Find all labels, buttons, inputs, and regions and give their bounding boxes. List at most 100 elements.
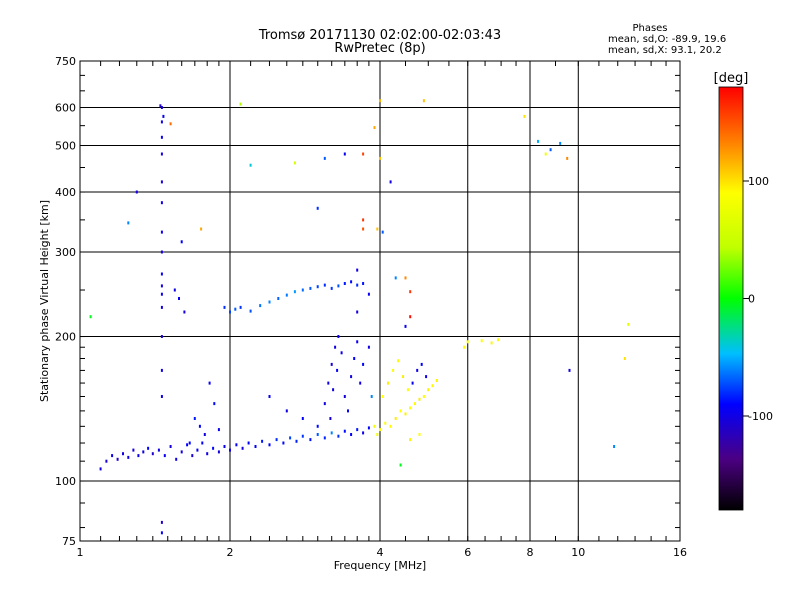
data-point	[127, 221, 130, 225]
y-tick-label: 400	[55, 186, 76, 199]
data-point	[275, 438, 278, 442]
data-point	[137, 454, 140, 458]
data-point	[466, 340, 469, 344]
colorbar	[718, 86, 744, 511]
data-point	[413, 402, 416, 406]
data-point	[379, 99, 381, 103]
data-point	[173, 288, 176, 292]
data-point	[497, 338, 499, 342]
data-point	[392, 368, 395, 372]
data-point	[160, 368, 163, 372]
data-point	[568, 368, 571, 372]
data-point	[323, 283, 326, 287]
data-point	[409, 438, 412, 442]
x-ticks: 1 2 4 6 8 10 16	[77, 61, 687, 559]
data-point	[337, 434, 340, 438]
data-point	[336, 368, 339, 372]
data-point	[111, 454, 114, 458]
data-point	[370, 395, 373, 398]
data-point	[213, 402, 216, 406]
data-point	[309, 286, 312, 290]
data-point	[397, 359, 400, 363]
data-points	[89, 99, 630, 535]
data-point	[160, 180, 163, 184]
data-point	[373, 126, 376, 130]
data-point	[160, 152, 163, 156]
data-point	[180, 450, 183, 454]
data-point	[544, 152, 547, 156]
data-point	[241, 446, 244, 450]
data-point	[353, 357, 356, 360]
data-point	[316, 206, 319, 210]
data-point	[105, 459, 108, 463]
data-point	[404, 324, 407, 328]
data-point	[329, 417, 332, 420]
data-point	[235, 443, 238, 447]
chart-subtitle: RwPretec (8p)	[334, 41, 425, 56]
data-point	[384, 421, 387, 425]
data-point	[169, 445, 172, 448]
data-point	[268, 443, 271, 447]
colorbar-ticks: 100 0 -100	[743, 175, 773, 423]
data-point	[362, 282, 365, 285]
data-point	[277, 297, 280, 300]
data-point	[160, 230, 163, 234]
data-point	[416, 368, 419, 372]
data-point	[330, 286, 333, 290]
data-point	[356, 268, 359, 272]
data-point	[142, 450, 145, 454]
data-point	[420, 362, 423, 366]
data-point	[183, 310, 186, 314]
data-point	[367, 345, 370, 349]
data-point	[217, 428, 220, 432]
phases-title: Phases	[632, 23, 667, 34]
data-point	[159, 104, 162, 108]
x-tick-label: 4	[377, 546, 384, 559]
data-point	[367, 292, 370, 296]
data-point	[362, 431, 365, 435]
data-point	[387, 381, 389, 385]
data-point	[285, 293, 288, 297]
data-point	[523, 114, 526, 118]
data-point	[254, 445, 257, 448]
data-point	[295, 439, 298, 443]
data-point	[122, 452, 124, 456]
data-point	[229, 310, 231, 314]
data-point	[367, 426, 370, 430]
data-point	[178, 297, 180, 300]
data-point	[362, 362, 365, 366]
data-point	[163, 454, 166, 458]
data-point	[268, 395, 271, 398]
data-point	[239, 305, 242, 309]
data-point	[151, 452, 154, 456]
data-point	[422, 395, 425, 398]
data-point	[316, 433, 319, 436]
data-point	[160, 250, 163, 254]
y-tick-label: 300	[55, 246, 76, 259]
y-tick-label: 600	[55, 102, 76, 115]
data-point	[431, 384, 434, 388]
data-point	[212, 446, 215, 450]
colorbar-tick-label: 100	[748, 175, 769, 188]
data-point	[330, 431, 333, 435]
data-point	[537, 139, 539, 143]
data-point	[334, 345, 337, 349]
data-point	[160, 531, 163, 535]
data-point	[394, 417, 397, 420]
y-tick-label: 75	[62, 535, 76, 548]
data-point	[356, 428, 359, 432]
data-point	[293, 290, 296, 294]
data-point	[99, 467, 102, 471]
phases-o-stat: mean, sd,O: -89.9, 19.6	[608, 34, 726, 45]
data-point	[399, 409, 402, 413]
data-point	[323, 156, 326, 160]
data-point	[259, 304, 262, 308]
data-point	[301, 288, 304, 292]
data-point	[379, 428, 381, 432]
data-point	[559, 141, 562, 145]
data-point	[160, 520, 163, 524]
data-point	[162, 114, 165, 118]
x-tick-label: 10	[571, 546, 585, 559]
data-point	[350, 433, 353, 436]
data-point	[427, 388, 430, 392]
